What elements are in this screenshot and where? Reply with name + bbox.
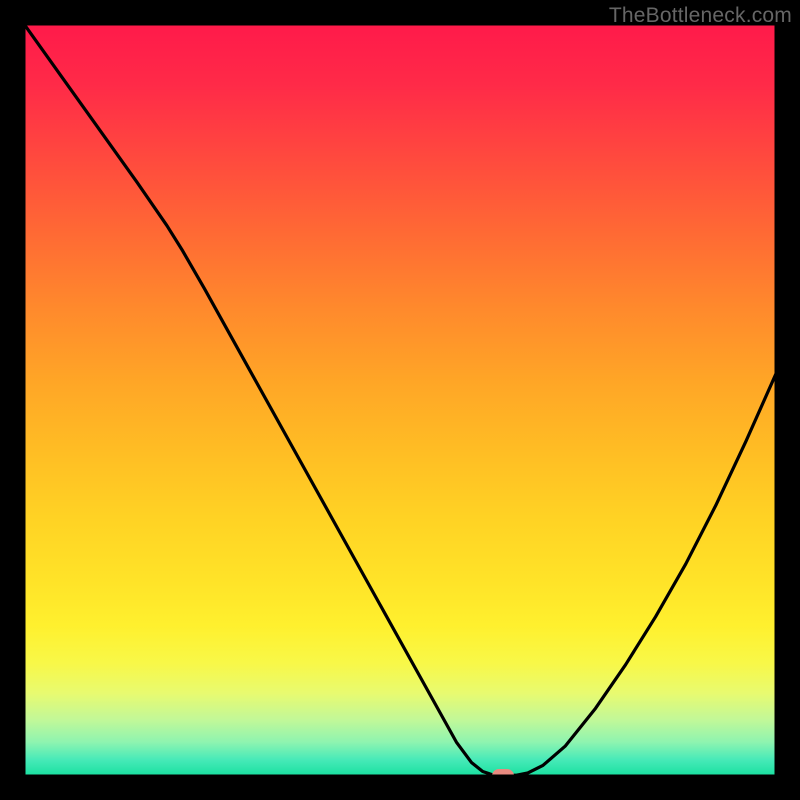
gradient-background [24, 24, 776, 776]
chart-svg [0, 0, 800, 800]
watermark-text: TheBottleneck.com [609, 4, 792, 28]
bottleneck-chart: TheBottleneck.com [0, 0, 800, 800]
